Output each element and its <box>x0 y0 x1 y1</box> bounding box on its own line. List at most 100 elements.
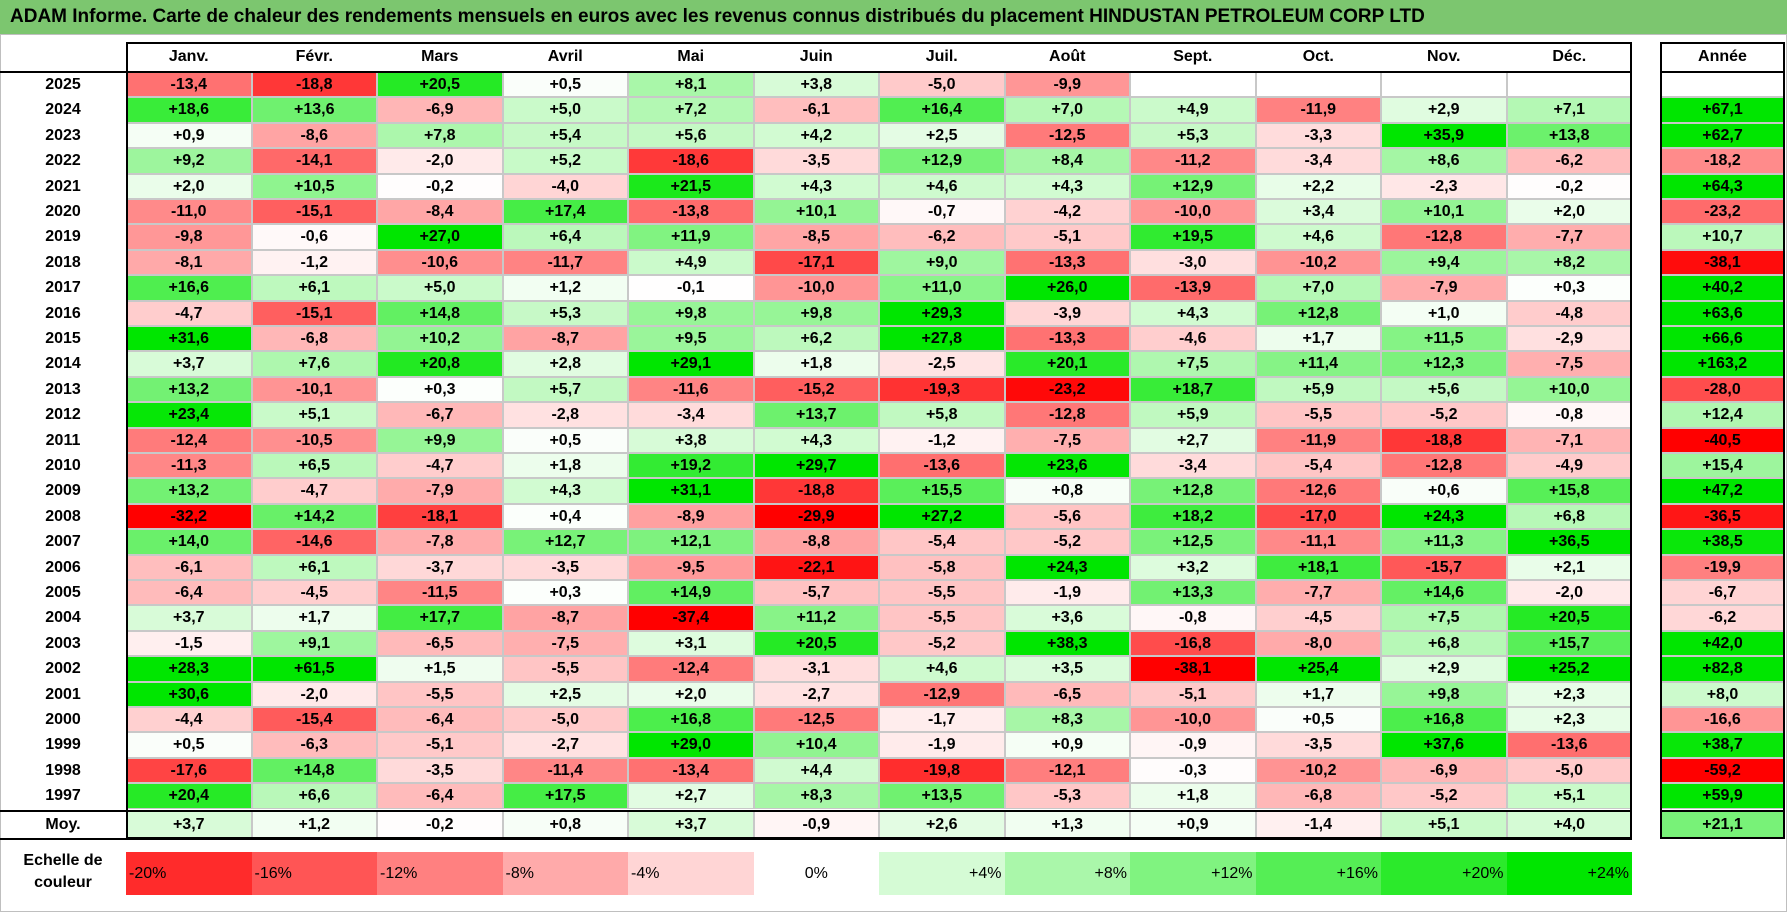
color-scale-step: -8% <box>502 852 628 895</box>
color-scale-step: -12% <box>377 852 503 895</box>
heatmap-cell: +0,3 <box>377 376 503 403</box>
heatmap-cell: +23,6 <box>1004 453 1130 479</box>
heatmap-cell: +21,5 <box>628 173 754 199</box>
heatmap-cell: -15,2 <box>753 376 879 403</box>
heatmap-cell: -2,5 <box>879 351 1005 377</box>
heatmap-cell: +3,2 <box>1130 554 1256 580</box>
heatmap-cell: +2,7 <box>1130 427 1256 453</box>
heatmap-cell: +23,4 <box>126 402 252 428</box>
heatmap-cell: +7,8 <box>377 122 503 149</box>
heatmap-cell: -8,1 <box>126 249 252 276</box>
average-cell: +5,1 <box>1381 811 1507 839</box>
heatmap-cell: +3,6 <box>1004 605 1130 631</box>
heatmap-cell: +3,8 <box>628 427 754 453</box>
heatmap-cell: +6,8 <box>1506 503 1632 530</box>
heatmap-cell: +13,7 <box>753 402 879 428</box>
heatmap-cell: -10,0 <box>1130 199 1256 225</box>
heatmap-cell: +2,5 <box>879 122 1005 149</box>
annual-cell: -36,5 <box>1660 503 1785 530</box>
heatmap-cell: -0,2 <box>377 173 503 199</box>
heatmap-cell: -3,4 <box>1255 148 1381 174</box>
heatmap-cell: -5,4 <box>879 529 1005 555</box>
year-label: 2009 <box>45 482 81 500</box>
heatmap-cell: +5,4 <box>502 122 628 149</box>
year-label: 2010 <box>45 457 81 474</box>
heatmap-cell: -11,3 <box>126 453 252 479</box>
heatmap-cell: +4,9 <box>1130 97 1256 123</box>
heatmap-cell: +6,8 <box>1381 630 1507 657</box>
heatmap-cell: +1,7 <box>251 605 377 631</box>
heatmap-cell: -1,9 <box>1004 580 1130 606</box>
heatmap-cell: -5,2 <box>1381 783 1507 809</box>
heatmap-cell: +4,9 <box>628 249 754 276</box>
color-scale-step: -4% <box>628 852 754 895</box>
heatmap-cell: -3,5 <box>377 757 503 784</box>
year-label: 1999 <box>45 736 81 754</box>
heatmap-cell: +27,2 <box>879 503 1005 530</box>
heatmap-cell: +1,2 <box>502 275 628 301</box>
heatmap-cell: +4,4 <box>753 757 879 784</box>
heatmap-cell: +5,9 <box>1130 402 1256 428</box>
heatmap-cell: +31,6 <box>126 326 252 352</box>
heatmap-cell: +16,6 <box>126 275 252 301</box>
heatmap-cell: -18,8 <box>753 478 879 504</box>
heatmap-cell: +2,0 <box>126 173 252 199</box>
heatmap-cell: +11,2 <box>753 605 879 631</box>
heatmap-cell: -1,2 <box>879 427 1005 453</box>
heatmap-cell: -13,8 <box>628 199 754 225</box>
heatmap-cell: +37,6 <box>1381 732 1507 758</box>
heatmap-cell: +0,5 <box>502 427 628 453</box>
heatmap-cell: +12,8 <box>1255 300 1381 326</box>
heatmap-cell: +18,2 <box>1130 503 1256 530</box>
heatmap-cell: +5,6 <box>628 122 754 149</box>
heatmap-cell: +24,3 <box>1381 503 1507 530</box>
heatmap-cell: -4,6 <box>1130 326 1256 352</box>
average-separator <box>0 809 1632 812</box>
heatmap-cell: -12,8 <box>1004 402 1130 428</box>
average-separator-annual <box>1660 809 1785 812</box>
heatmap-cell: +29,0 <box>628 732 754 758</box>
heatmap-cell: +0,3 <box>502 580 628 606</box>
heatmap-cell: -7,1 <box>1506 427 1632 453</box>
heatmap-cell: -1,9 <box>879 732 1005 758</box>
heatmap-cell: +20,5 <box>753 630 879 657</box>
heatmap-cell: -12,5 <box>1004 122 1130 149</box>
heatmap-cell: +12,8 <box>1130 478 1256 504</box>
heatmap-cell: +14,0 <box>126 529 252 555</box>
heatmap-cell: -10,1 <box>251 376 377 403</box>
heatmap-cell: -2,3 <box>1381 173 1507 199</box>
heatmap-cell: -17,0 <box>1255 503 1381 530</box>
heatmap-cell: -10,0 <box>753 275 879 301</box>
annual-cell: -28,0 <box>1660 376 1785 403</box>
heatmap-cell: +1,7 <box>1255 681 1381 707</box>
heatmap-cell: -12,4 <box>126 427 252 453</box>
heatmap-cell: +20,4 <box>126 783 252 809</box>
heatmap-cell: -18,1 <box>377 503 503 530</box>
heatmap-cell: +9,8 <box>628 300 754 326</box>
heatmap-cell: -5,0 <box>502 707 628 733</box>
heatmap-cell: +3,8 <box>753 72 879 98</box>
average-cell: -0,9 <box>753 811 879 839</box>
month-header: Mars <box>421 48 459 65</box>
heatmap-cell: +14,9 <box>628 580 754 606</box>
annual-cell: +38,5 <box>1660 529 1785 555</box>
heatmap-cell: -5,2 <box>1004 529 1130 555</box>
heatmap-cell: -8,4 <box>377 199 503 225</box>
heatmap-cell: -6,8 <box>1255 783 1381 809</box>
heatmap-cell: +7,0 <box>1255 275 1381 301</box>
heatmap-cell: +14,6 <box>1381 580 1507 606</box>
heatmap-cell: -4,9 <box>1506 453 1632 479</box>
heatmap-cell: +10,2 <box>377 326 503 352</box>
heatmap-cell: +7,1 <box>1506 97 1632 123</box>
year-label: 2018 <box>45 253 81 271</box>
heatmap-cell: -15,1 <box>251 300 377 326</box>
year-label: 2003 <box>45 634 81 652</box>
heatmap-cell: -11,1 <box>1255 529 1381 555</box>
heatmap-cell: -5,1 <box>1130 681 1256 707</box>
annual-cell: -16,6 <box>1660 707 1785 733</box>
heatmap-cell: +2,0 <box>628 681 754 707</box>
heatmap-cell: +9,1 <box>251 630 377 657</box>
heatmap-cell: -6,5 <box>377 630 503 657</box>
color-scale-step: +4% <box>879 852 1005 895</box>
heatmap-cell: +6,4 <box>502 224 628 250</box>
